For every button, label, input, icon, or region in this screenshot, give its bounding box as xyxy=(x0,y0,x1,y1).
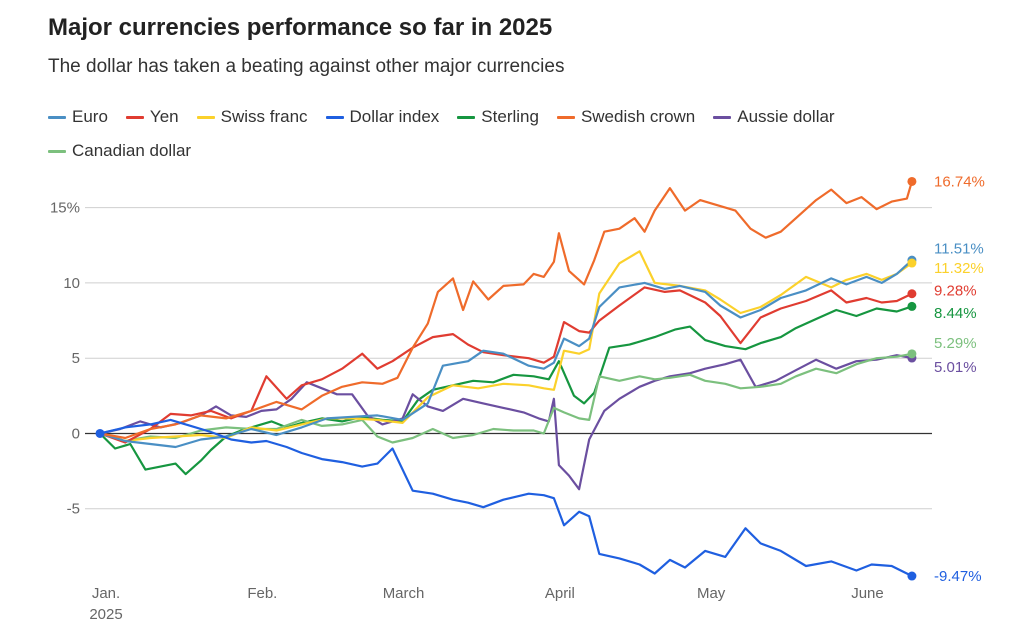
series-line-yen xyxy=(98,286,913,444)
legend-swatch xyxy=(48,115,66,119)
x-tick-label: Feb. xyxy=(247,585,277,602)
start-point xyxy=(95,428,105,438)
end-label-dollar-index: -9.47% xyxy=(934,568,982,585)
y-tick-label: 10 xyxy=(63,275,80,292)
series-line-sterling xyxy=(98,305,913,476)
legend-swatch xyxy=(556,115,575,119)
series-line-euro xyxy=(98,259,913,449)
y-tick-label: 0 xyxy=(72,425,80,442)
end-label-sterling: 8.44% xyxy=(934,305,977,322)
series-line-swiss-franc xyxy=(98,250,913,443)
end-point-swedish-crown xyxy=(907,176,917,186)
end-label-swiss-franc: 11.32% xyxy=(934,260,984,277)
end-label-aussie-dollar: 5.01% xyxy=(934,359,977,376)
legend-label: Yen xyxy=(149,107,179,126)
end-label-yen: 9.28% xyxy=(934,282,977,299)
legend-label: Aussie dollar xyxy=(737,107,835,126)
series-line-canadian-dollar xyxy=(98,352,913,444)
legend-swatch xyxy=(325,115,344,119)
x-tick-sublabel: 2025 xyxy=(89,606,122,623)
x-tick-label: June xyxy=(851,585,884,602)
y-tick-label: 15% xyxy=(50,200,80,217)
legend-item-sterling: Sterling xyxy=(457,100,539,134)
legend-swatch xyxy=(196,115,215,119)
end-label-swedish-crown: 16.74% xyxy=(934,173,985,190)
end-point-dollar-index xyxy=(907,571,917,581)
legend-item-euro: Euro xyxy=(48,100,108,134)
y-tick-label: 5 xyxy=(72,350,80,367)
legend-item-swedish-crown: Swedish crown xyxy=(556,100,696,134)
legend-item-yen: Yen xyxy=(125,100,179,134)
chart-title: Major currencies performance so far in 2… xyxy=(48,14,553,41)
legend-swatch xyxy=(125,115,144,119)
series-line-swedish-crown xyxy=(98,180,913,440)
x-tick-label: Jan. xyxy=(92,585,120,602)
legend-label: Canadian dollar xyxy=(72,141,192,160)
legend-label: Swiss franc xyxy=(220,107,308,126)
end-point-swiss-franc xyxy=(907,258,917,268)
series-line-aussie-dollar xyxy=(98,354,913,491)
x-tick-label: March xyxy=(383,585,425,602)
end-point-sterling xyxy=(907,301,917,311)
legend-item-swiss-franc: Swiss franc xyxy=(196,100,308,134)
end-point-yen xyxy=(907,289,917,299)
y-tick-label: -5 xyxy=(67,501,80,518)
legend-swatch xyxy=(713,115,732,119)
legend-item-aussie-dollar: Aussie dollar xyxy=(713,100,835,134)
legend-item-canadian-dollar: Canadian dollar xyxy=(48,134,191,168)
legend-item-dollar-index: Dollar index xyxy=(325,100,440,134)
x-tick-label: April xyxy=(545,585,575,602)
series-line-dollar-index xyxy=(98,418,913,578)
legend-label: Dollar index xyxy=(349,107,440,126)
end-label-canadian-dollar: 5.29% xyxy=(934,335,977,352)
end-point-canadian-dollar xyxy=(907,349,917,359)
legend-swatch xyxy=(457,115,476,119)
legend-label: Swedish crown xyxy=(580,107,696,126)
end-label-euro: 11.51% xyxy=(934,240,984,257)
x-tick-label: May xyxy=(697,585,726,602)
legend-label: Sterling xyxy=(481,107,539,126)
chart-subtitle: The dollar has taken a beating against o… xyxy=(48,56,565,77)
chart-legend: Euro Yen Swiss franc Dollar index Sterling Sw… xyxy=(48,100,948,168)
legend-label: Euro xyxy=(72,107,108,126)
legend-swatch xyxy=(48,149,66,153)
